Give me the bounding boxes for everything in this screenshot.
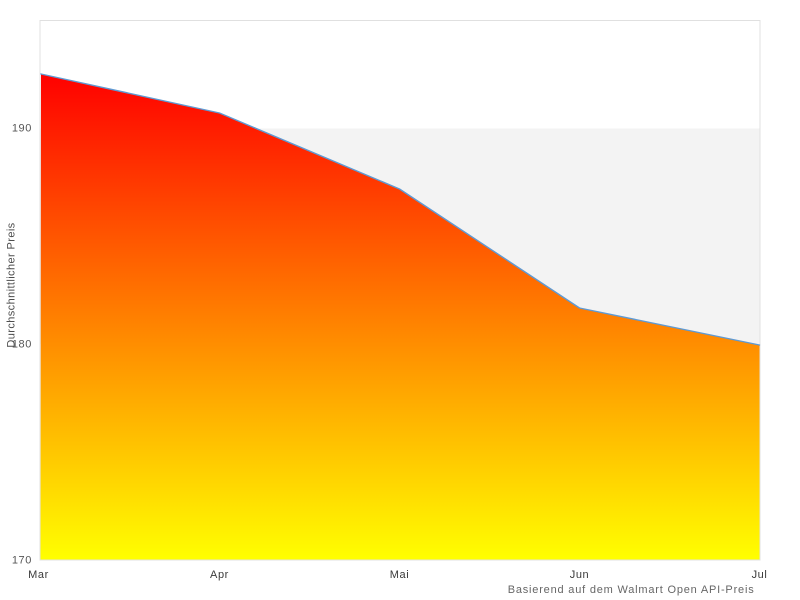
svg-text:Durchschnittlicher Preis: Durchschnittlicher Preis xyxy=(6,222,18,347)
svg-text:Jun: Jun xyxy=(570,569,590,581)
svg-text:Mar: Mar xyxy=(28,569,49,581)
svg-text:Mai: Mai xyxy=(390,569,410,581)
svg-text:180: 180 xyxy=(12,339,32,351)
svg-text:190: 190 xyxy=(12,123,32,135)
svg-text:Basierend auf dem Walmart Open: Basierend auf dem Walmart Open API-Preis xyxy=(508,584,755,596)
svg-text:Apr: Apr xyxy=(210,569,229,581)
svg-text:Jul: Jul xyxy=(752,569,768,581)
svg-text:170: 170 xyxy=(12,555,32,567)
